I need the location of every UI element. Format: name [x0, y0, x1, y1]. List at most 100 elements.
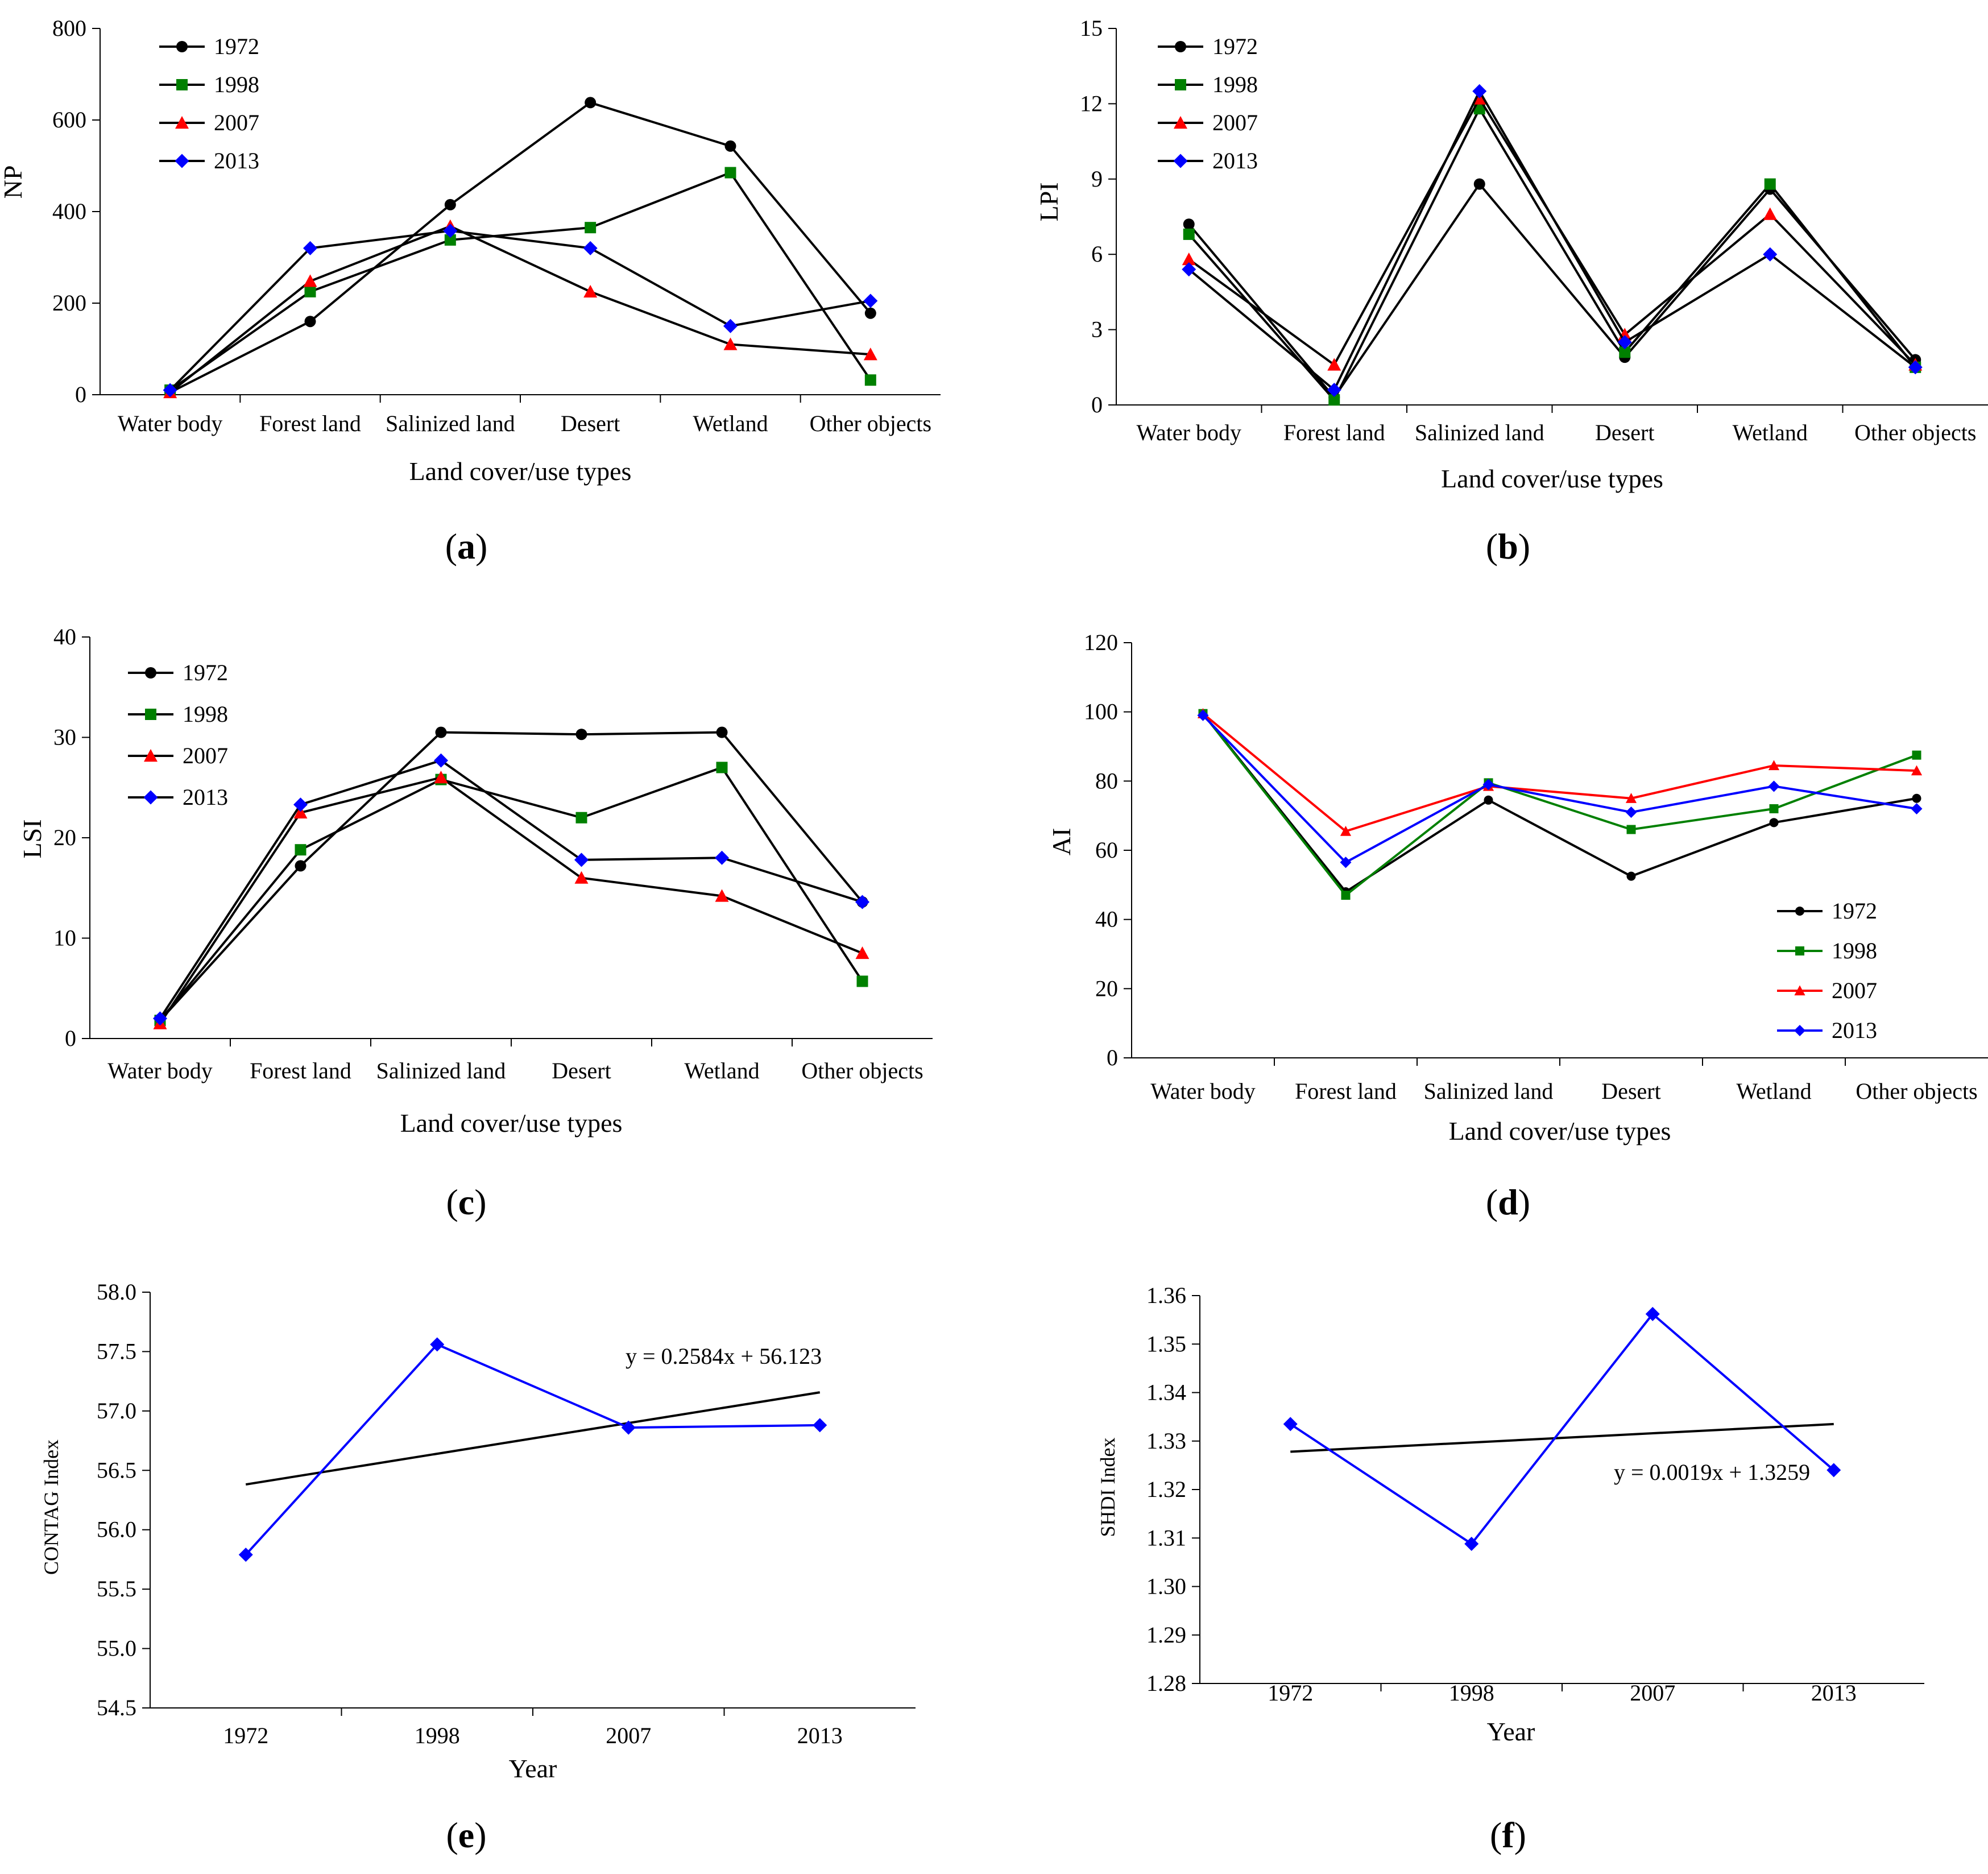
y-tick-label: 58.0 [97, 1279, 136, 1305]
y-tick-label: 100 [1084, 699, 1118, 725]
panel-caption: (e) [446, 1815, 486, 1855]
data-point [1197, 709, 1209, 721]
data-point [855, 895, 869, 909]
series-1998 [164, 167, 876, 396]
x-tick-label: Water body [1137, 420, 1242, 445]
x-tick-label: Desert [1595, 420, 1654, 445]
x-tick-label: Forest land [1283, 420, 1385, 445]
data-point [716, 762, 728, 773]
data-point [1183, 218, 1195, 230]
data-point [304, 316, 316, 328]
data-point [1619, 346, 1631, 358]
data-point [434, 753, 448, 768]
legend-label: 2013 [214, 148, 259, 173]
data-point [1341, 891, 1351, 900]
x-tick-label: Salinized land [386, 411, 515, 436]
data-point [813, 1418, 827, 1433]
data-point [585, 222, 597, 234]
data-point [1327, 383, 1341, 398]
x-axis-label: Land cover/use types [409, 457, 632, 486]
y-tick-label: 56.0 [97, 1517, 136, 1542]
x-tick-label: Salinized land [1424, 1078, 1554, 1104]
series-CONTAG [238, 1337, 827, 1562]
y-axis-label: SHDI Index [1096, 1438, 1119, 1537]
data-point [295, 860, 307, 872]
data-point [574, 871, 589, 884]
data-point [583, 284, 598, 298]
x-axis-label: Land cover/use types [1441, 464, 1663, 493]
panel-caption: (d) [1486, 1182, 1530, 1222]
x-tick-label: Other objects [1854, 420, 1976, 445]
x-axis-label: Land cover/use types [1449, 1116, 1671, 1145]
y-axis-label: CONTAG Index [40, 1439, 63, 1575]
y-tick-label: 6 [1091, 241, 1103, 267]
data-point [1764, 178, 1776, 190]
y-tick-label: 0 [1091, 392, 1103, 417]
data-point [1911, 765, 1923, 776]
series-2013 [163, 224, 878, 398]
legend-label: 2013 [1832, 1017, 1877, 1043]
x-tick-label: Wetland [684, 1058, 759, 1083]
data-point [1912, 793, 1921, 803]
legend-marker [143, 790, 158, 805]
panel-caption-letter: c [458, 1182, 474, 1222]
data-point [856, 975, 868, 987]
y-tick-label: 3 [1091, 317, 1103, 342]
data-point [863, 293, 878, 308]
series-line [169, 225, 871, 394]
data-point [444, 234, 456, 246]
legend-label: 1972 [1212, 34, 1258, 59]
series-line [159, 759, 863, 1019]
y-tick-label: 9 [1091, 166, 1103, 192]
panel-caption-letter: b [1498, 526, 1518, 566]
y-tick-label: 1.33 [1146, 1428, 1186, 1454]
data-point [295, 844, 307, 856]
data-point [864, 307, 876, 319]
x-tick-label: Salinized land [1415, 420, 1544, 445]
y-tick-label: 1.31 [1146, 1525, 1186, 1550]
data-point [715, 850, 729, 865]
x-tick-label: Forest land [250, 1058, 351, 1083]
data-point [1182, 262, 1196, 277]
legend-marker [144, 749, 158, 762]
y-tick-label: 60 [1095, 837, 1118, 863]
y-tick-label: 400 [52, 198, 86, 224]
x-tick-label: Wetland [1733, 420, 1808, 445]
series-line [1202, 714, 1917, 864]
legend-label: 1972 [183, 660, 228, 685]
trendline [1290, 1422, 1834, 1453]
legend-label: 2007 [183, 743, 228, 768]
series-1972 [154, 726, 868, 1027]
data-point [724, 167, 736, 179]
data-point [303, 274, 317, 287]
series-SHDI [1283, 1306, 1841, 1551]
data-point [1340, 857, 1352, 868]
y-tick-label: 40 [1095, 907, 1118, 932]
x-tick-label: Forest land [1295, 1078, 1397, 1104]
legend: 1972 1998 2007 2013 [1158, 34, 1258, 173]
series-1998 [1198, 709, 1921, 900]
legend-marker [176, 41, 188, 52]
panel-caption-letter: d [1498, 1182, 1518, 1222]
data-point [1183, 228, 1195, 240]
panel-caption: (b) [1486, 526, 1530, 566]
series-2013 [1182, 84, 1923, 398]
data-point [723, 318, 738, 333]
y-tick-label: 40 [53, 624, 76, 650]
y-tick-label: 20 [1095, 975, 1118, 1001]
data-point [575, 729, 587, 741]
x-tick-label: 2007 [606, 1723, 651, 1748]
chart-e: 54.5 55.0 55.5 56.0 56.5 57.0 57.5 58.0 1972 1998… [40, 1279, 916, 1855]
trendline-equation: y = 0.2584x + 56.123 [626, 1343, 822, 1369]
x-tick-label: Salinized land [376, 1058, 506, 1083]
chart-d: 0 20 40 60 80 100 120 Water body Forest land Sali… [1047, 630, 1988, 1222]
legend-label: 1998 [1832, 938, 1877, 963]
data-point [1482, 779, 1494, 791]
x-tick-label: 1998 [1449, 1680, 1494, 1706]
chart-f: 1.28 1.29 1.30 1.31 1.32 1.33 1.34 1.35 1.36 1972… [1096, 1283, 1924, 1855]
data-point [574, 853, 589, 867]
legend: 1972 1998 2007 2013 [128, 660, 228, 810]
y-axis-label: AI [1047, 828, 1076, 856]
data-point [1327, 358, 1341, 371]
